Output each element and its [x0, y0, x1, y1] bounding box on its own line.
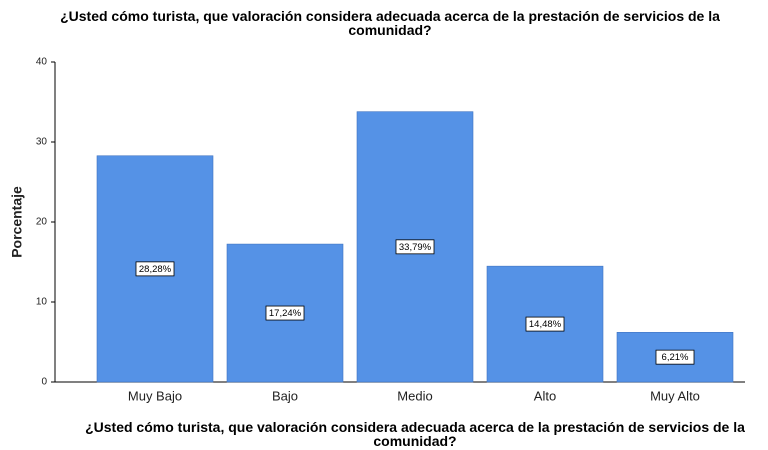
- value-label: 17,24%: [269, 308, 302, 319]
- y-tick-label: 40: [36, 57, 48, 68]
- value-label-box: [655, 349, 695, 365]
- y-axis-label: Porcentaje: [9, 186, 25, 258]
- chart-title: ¿Usted cómo turista, que valoración cons…: [60, 8, 720, 38]
- x-tick-label: Alto: [534, 388, 556, 403]
- x-tick-label: Muy Alto: [650, 388, 700, 403]
- value-label: 33,79%: [399, 242, 432, 253]
- value-label: 28,28%: [139, 264, 172, 275]
- value-label-box: [135, 261, 175, 277]
- value-label: 14,48%: [529, 319, 562, 330]
- y-tick-label: 10: [36, 297, 48, 308]
- value-label-box: [265, 305, 305, 321]
- x-axis-label: ¿Usted cómo turista, que valoración cons…: [85, 419, 745, 449]
- value-label-box: [395, 239, 435, 255]
- x-tick-label: Bajo: [272, 388, 298, 403]
- y-tick-label: 20: [36, 217, 48, 228]
- value-label-box: [525, 316, 565, 332]
- y-tick-label: 0: [41, 377, 47, 388]
- value-label: 6,21%: [662, 352, 689, 363]
- y-tick-label: 30: [36, 137, 48, 148]
- x-tick-label: Muy Bajo: [128, 388, 182, 403]
- x-tick-label: Medio: [397, 388, 432, 403]
